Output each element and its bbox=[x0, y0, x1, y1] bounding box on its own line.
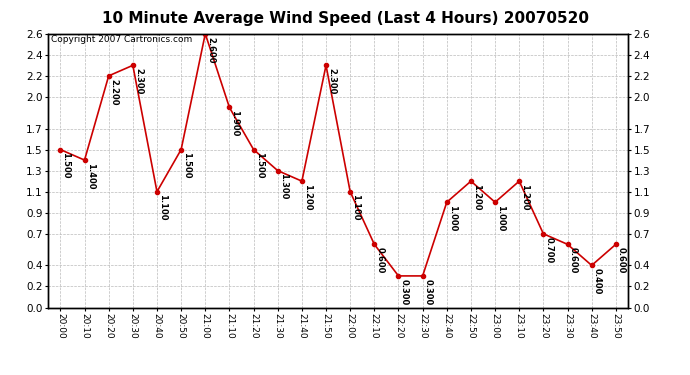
Text: 1.900: 1.900 bbox=[230, 110, 239, 136]
Text: 1.200: 1.200 bbox=[520, 184, 529, 210]
Text: 2.300: 2.300 bbox=[327, 68, 336, 94]
Text: 2.200: 2.200 bbox=[110, 79, 119, 105]
Text: 2.600: 2.600 bbox=[206, 36, 215, 63]
Text: 0.300: 0.300 bbox=[424, 279, 433, 305]
Text: 1.000: 1.000 bbox=[496, 205, 505, 231]
Text: 1.100: 1.100 bbox=[351, 195, 360, 221]
Text: 0.700: 0.700 bbox=[544, 237, 553, 263]
Text: 0.600: 0.600 bbox=[569, 247, 578, 273]
Text: Copyright 2007 Cartronics.com: Copyright 2007 Cartronics.com bbox=[51, 35, 193, 44]
Text: 0.400: 0.400 bbox=[593, 268, 602, 294]
Text: 1.100: 1.100 bbox=[158, 195, 167, 221]
Text: 1.500: 1.500 bbox=[61, 152, 70, 179]
Text: 1.200: 1.200 bbox=[303, 184, 312, 210]
Text: 0.300: 0.300 bbox=[400, 279, 408, 305]
Text: 1.500: 1.500 bbox=[182, 152, 191, 179]
Text: 0.600: 0.600 bbox=[617, 247, 626, 273]
Text: 1.000: 1.000 bbox=[448, 205, 457, 231]
Text: 1.400: 1.400 bbox=[86, 163, 95, 189]
Text: 10 Minute Average Wind Speed (Last 4 Hours) 20070520: 10 Minute Average Wind Speed (Last 4 Hou… bbox=[101, 11, 589, 26]
Text: 1.500: 1.500 bbox=[255, 152, 264, 179]
Text: 1.200: 1.200 bbox=[472, 184, 481, 210]
Text: 0.600: 0.600 bbox=[375, 247, 384, 273]
Text: 1.300: 1.300 bbox=[279, 173, 288, 200]
Text: 2.300: 2.300 bbox=[134, 68, 143, 94]
